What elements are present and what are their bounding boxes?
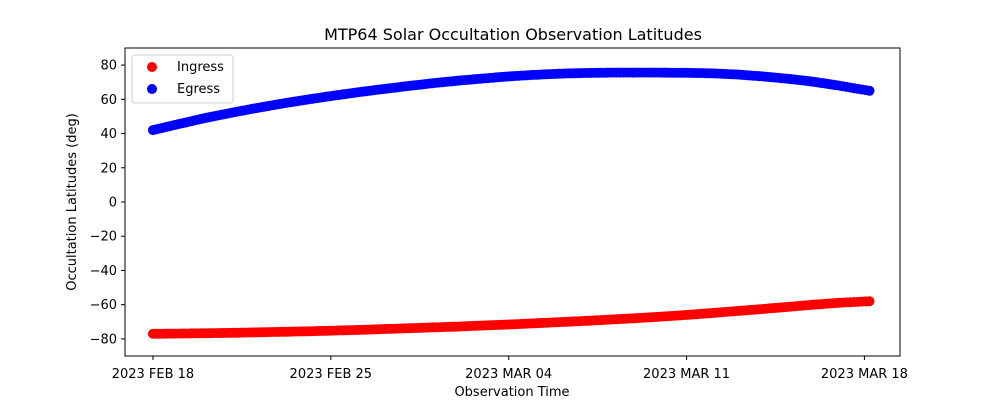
legend-frame <box>131 54 234 104</box>
y-axis-label: Occultation Latitudes (deg) <box>65 113 80 291</box>
y-tick-label: −60 <box>90 298 117 313</box>
series-ingress <box>147 296 875 339</box>
y-tick-label: 0 <box>109 196 117 211</box>
legend-marker-egress <box>147 84 157 94</box>
x-tick-label: 2023 FEB 25 <box>290 367 373 382</box>
data-point-ingress <box>864 296 875 307</box>
x-tick-label: 2023 MAR 18 <box>821 367 908 382</box>
y-tick-label: 40 <box>100 127 117 142</box>
legend-marker-ingress <box>147 62 157 72</box>
y-axis: 80 60 40 20 0 −20 −40 −60 −80 <box>90 59 125 347</box>
x-tick-label: 2023 FEB 18 <box>112 367 195 382</box>
y-tick-label: −20 <box>90 230 117 245</box>
legend: Ingress Egress <box>131 54 234 104</box>
data-point-egress <box>864 85 875 96</box>
y-tick-label: 20 <box>100 161 117 176</box>
y-tick-label: 80 <box>100 59 117 74</box>
y-tick-label: −80 <box>90 332 117 347</box>
legend-label-egress: Egress <box>177 82 220 97</box>
chart-title: MTP64 Solar Occultation Observation Lati… <box>324 25 702 44</box>
x-tick-label: 2023 MAR 11 <box>643 367 730 382</box>
x-axis: 2023 FEB 18 2023 FEB 25 2023 MAR 04 2023 MA… <box>112 356 908 382</box>
legend-label-ingress: Ingress <box>177 60 224 75</box>
y-tick-label: 60 <box>100 93 117 108</box>
series-egress <box>147 67 875 136</box>
x-axis-label: Observation Time <box>454 385 569 400</box>
x-tick-label: 2023 MAR 04 <box>465 367 552 382</box>
y-tick-label: −40 <box>90 264 117 279</box>
data-marks <box>147 67 875 339</box>
